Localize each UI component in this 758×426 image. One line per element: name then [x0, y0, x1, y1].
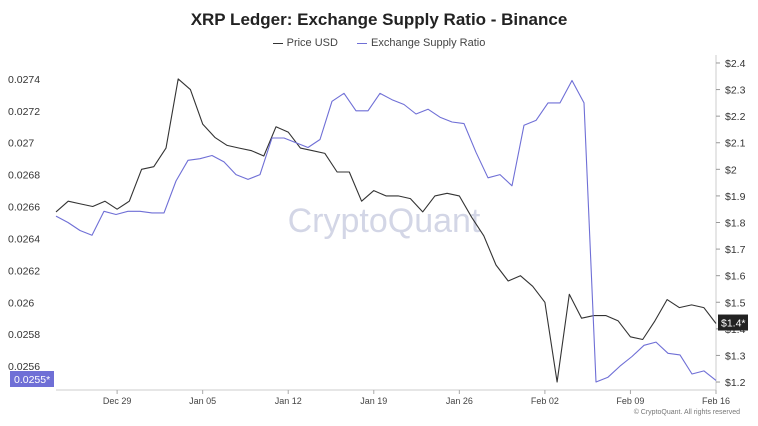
legend-swatch-price	[272, 42, 283, 44]
chart-legend: Price USD Exchange Supply Ratio	[0, 37, 758, 49]
y-right-tick-label: $2	[725, 164, 737, 176]
current-ratio-label: 0.0255*	[14, 374, 50, 386]
x-tick-label: Feb 02	[531, 396, 559, 406]
legend-item-ratio[interactable]: Exchange Supply Ratio	[357, 37, 485, 49]
y-left-tick-label: 0.0272	[8, 106, 40, 118]
y-right-tick-label: $2.4	[725, 58, 746, 70]
current-price-badge	[718, 314, 748, 331]
y-left-tick-label: 0.027	[8, 138, 34, 150]
y-axis-left: 0.0274 0.0272 0.027 0.0268 0.0266 0.0264 0.026…	[8, 74, 40, 373]
y-left-tick-label: 0.0256	[8, 361, 40, 373]
x-tick-label: Dec 29	[103, 396, 132, 406]
chart-title: XRP Ledger: Exchange Supply Ratio - Bina…	[190, 10, 568, 29]
y-left-tick-label: 0.0268	[8, 170, 40, 182]
watermark-text: CryptoQuant	[288, 202, 481, 240]
y-left-tick-label: 0.0264	[8, 233, 40, 245]
x-tick-label: Feb 09	[616, 396, 644, 406]
series-group	[55, 78, 717, 383]
x-tick-label: Jan 05	[189, 396, 216, 406]
y-axis-right: $2.4 $2.3 $2.2 $2.1 $2 $1.9 $1.8 $1.7 $1.6 $1.5 $1…	[716, 58, 746, 389]
y-right-tick-label: $1.5	[725, 297, 746, 309]
y-right-tick-label: $1.2	[725, 377, 746, 389]
legend-swatch-ratio	[357, 42, 368, 44]
y-right-tick-label: $1.8	[725, 218, 746, 230]
y-right-tick-label: $1.9	[725, 191, 746, 203]
x-axis: Dec 29 Jan 05 Jan 12 Jan 19 Jan 26 Feb 02 Feb …	[103, 390, 730, 406]
series-line-ratio	[55, 79, 717, 383]
current-ratio-badge	[10, 371, 54, 387]
legend-label-price: Price USD	[286, 37, 338, 49]
legend-label-ratio: Exchange Supply Ratio	[371, 37, 486, 49]
y-left-tick-label: 0.026	[8, 297, 34, 309]
series-line-price	[55, 78, 717, 383]
x-tick-label: Feb 16	[702, 396, 730, 406]
x-tick-label: Jan 12	[275, 396, 302, 406]
x-tick-label: Jan 19	[360, 396, 387, 406]
current-value-labels: 0.0255* $1.4*	[10, 314, 748, 387]
y-left-tick-label: 0.0266	[8, 202, 40, 214]
y-right-tick-label: $1.3	[725, 350, 746, 362]
copyright-text: © CryptoQuant. All rights reserved	[633, 409, 740, 416]
y-left-tick-label: 0.0274	[8, 74, 40, 86]
x-tick-label: Jan 26	[446, 396, 473, 406]
y-right-tick-label: $1.7	[725, 244, 746, 256]
y-right-tick-label: $2.3	[725, 85, 746, 97]
y-right-tick-label: $2.1	[725, 138, 746, 150]
y-right-tick-label: $2.2	[725, 111, 746, 123]
legend-item-price[interactable]: Price USD	[272, 37, 338, 49]
current-price-label: $1.4*	[721, 318, 746, 330]
y-right-tick-label: $1.6	[725, 271, 746, 283]
y-left-tick-label: 0.0262	[8, 265, 40, 277]
y-left-tick-label: 0.0258	[8, 329, 40, 341]
